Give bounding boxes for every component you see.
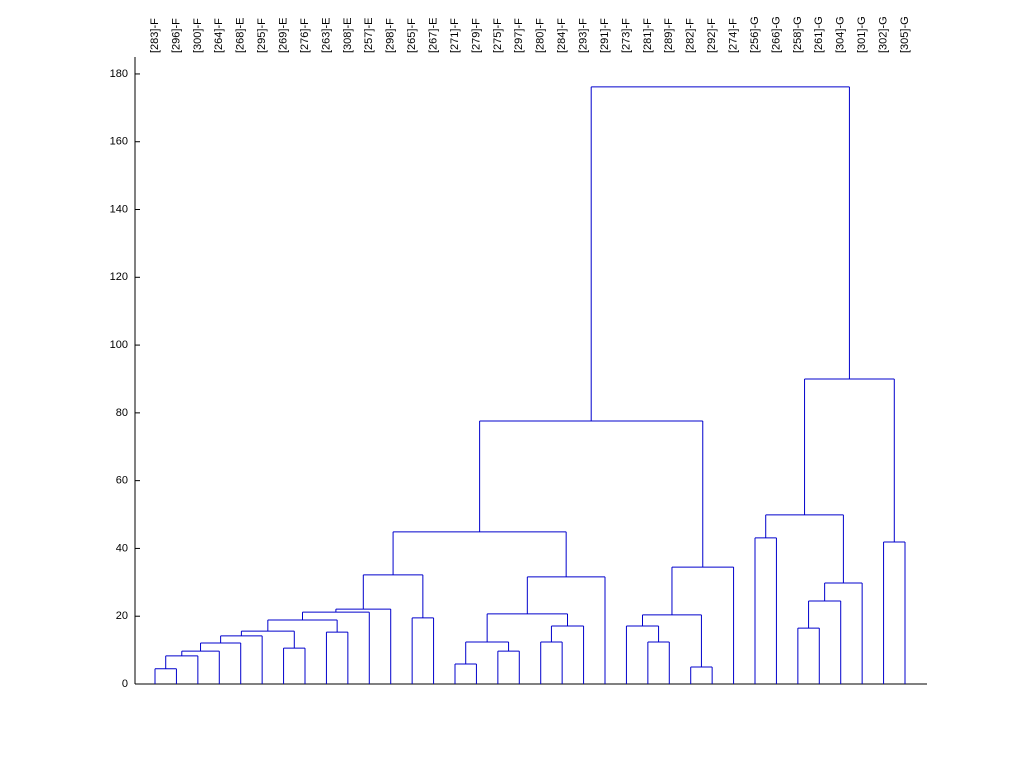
leaf-label: [304]-G (835, 16, 847, 53)
leaf-label: [296]-F (170, 18, 182, 53)
leaf-label: [269]-E (277, 18, 289, 53)
leaf-label: [284]-F (556, 18, 568, 53)
y-tick-label: 80 (116, 407, 128, 419)
leaf-label: [300]-F (192, 18, 204, 53)
leaf-label: [281]-F (642, 18, 654, 53)
leaf-label: [293]-F (577, 18, 589, 53)
leaf-label: [257]-E (363, 18, 375, 53)
leaf-label: [295]-F (256, 18, 268, 53)
leaf-label: [274]-F (727, 18, 739, 53)
leaf-label: [261]-G (813, 16, 825, 53)
leaf-label: [265]-F (406, 18, 418, 53)
leaf-label: [298]-F (385, 18, 397, 53)
leaf-label: [276]-F (299, 18, 311, 53)
leaf-label: [273]-F (620, 18, 632, 53)
leaf-label: [301]-G (856, 16, 868, 53)
leaf-label: [264]-F (213, 18, 225, 53)
leaf-label: [280]-F (535, 18, 547, 53)
leaf-label: [263]-E (320, 18, 332, 53)
y-tick-label: 100 (110, 339, 128, 351)
leaf-label: [266]-G (770, 16, 782, 53)
leaf-label: [258]-G (792, 16, 804, 53)
y-tick-label: 0 (122, 678, 128, 690)
leaf-label: [275]-F (492, 18, 504, 53)
leaf-label: [267]-E (427, 18, 439, 53)
leaf-label: [283]-F (149, 18, 161, 53)
y-tick-label: 40 (116, 542, 128, 554)
leaf-label: [308]-E (342, 18, 354, 53)
y-tick-label: 20 (116, 610, 128, 622)
leaf-label: [268]-E (235, 18, 247, 53)
y-tick-label: 120 (110, 271, 128, 283)
y-tick-label: 180 (110, 68, 128, 80)
leaf-label: [279]-F (470, 18, 482, 53)
leaf-label: [271]-F (449, 18, 461, 53)
leaf-label: [292]-F (706, 18, 718, 53)
leaf-label: [282]-F (685, 18, 697, 53)
y-tick-label: 160 (110, 136, 128, 148)
leaf-label: [305]-G (899, 16, 911, 53)
y-tick-label: 140 (110, 203, 128, 215)
leaf-label: [289]-F (663, 18, 675, 53)
leaf-label: [256]-G (749, 16, 761, 53)
leaf-label: [302]-G (877, 16, 889, 53)
leaf-label: [297]-F (513, 18, 525, 53)
leaf-label: [291]-F (599, 18, 611, 53)
y-tick-label: 60 (116, 475, 128, 487)
